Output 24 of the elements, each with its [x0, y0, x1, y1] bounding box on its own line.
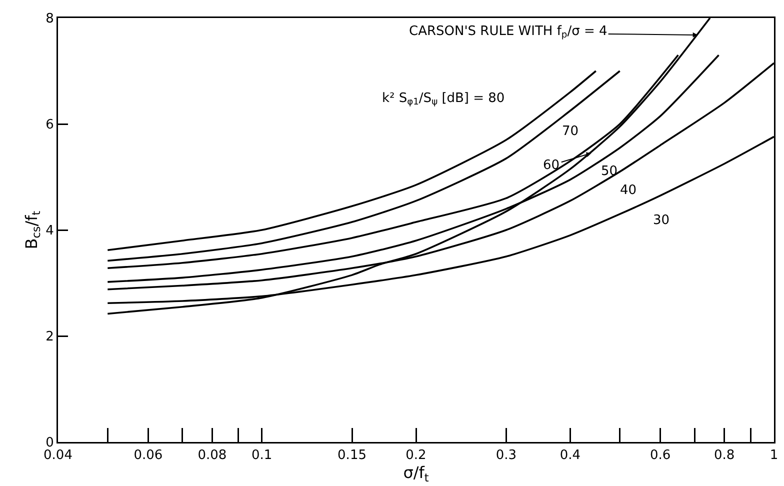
annotation: CARSON'S RULE WITH f$_{p}$/σ = 4: [409, 24, 608, 41]
x-tick-label: 0.08: [198, 448, 227, 464]
x-tick-label: 0.1: [251, 448, 272, 464]
annotation: 70: [562, 124, 579, 139]
x-tick-label: 1: [770, 448, 778, 464]
y-tick-label: 0: [46, 436, 54, 451]
annotation: 40: [620, 183, 637, 198]
x-tick-label: 0.6: [650, 448, 671, 464]
annotation: k² S$_{φ1}$/S$_{ψ}$ [dB] = 80: [382, 91, 505, 108]
annotation: 50: [601, 164, 618, 179]
x-tick-label: 0.04: [44, 448, 72, 464]
x-tick-label: 0.2: [406, 448, 426, 464]
y-tick-label: 4: [46, 224, 54, 239]
y-tick-label: 2: [46, 330, 54, 345]
x-tick-label: 0.3: [496, 448, 517, 464]
y-tick-label: 6: [46, 118, 54, 133]
x-tick-label: 0.4: [560, 448, 581, 464]
annotation: 30: [653, 213, 670, 228]
x-tick-label: 0.06: [134, 448, 163, 464]
annotation: 60: [543, 158, 560, 173]
x-tick-label: 0.15: [338, 448, 366, 464]
x-tick-label: 0.8: [714, 448, 735, 464]
y-tick-label: 8: [46, 12, 54, 27]
x-axis-title: σ/f$_{t}$: [403, 463, 430, 484]
